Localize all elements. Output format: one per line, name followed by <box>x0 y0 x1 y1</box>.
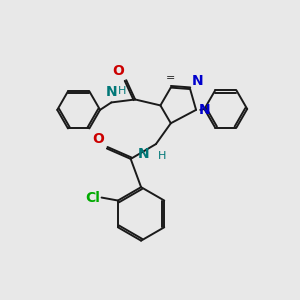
Text: Cl: Cl <box>85 190 100 205</box>
Text: N: N <box>106 85 117 99</box>
Text: N: N <box>199 103 211 117</box>
Text: O: O <box>112 64 124 78</box>
Text: N: N <box>192 74 203 88</box>
Text: H: H <box>118 86 126 96</box>
Text: =: = <box>166 73 176 83</box>
Text: N: N <box>138 147 149 161</box>
Text: O: O <box>92 131 104 146</box>
Text: H: H <box>158 151 166 160</box>
